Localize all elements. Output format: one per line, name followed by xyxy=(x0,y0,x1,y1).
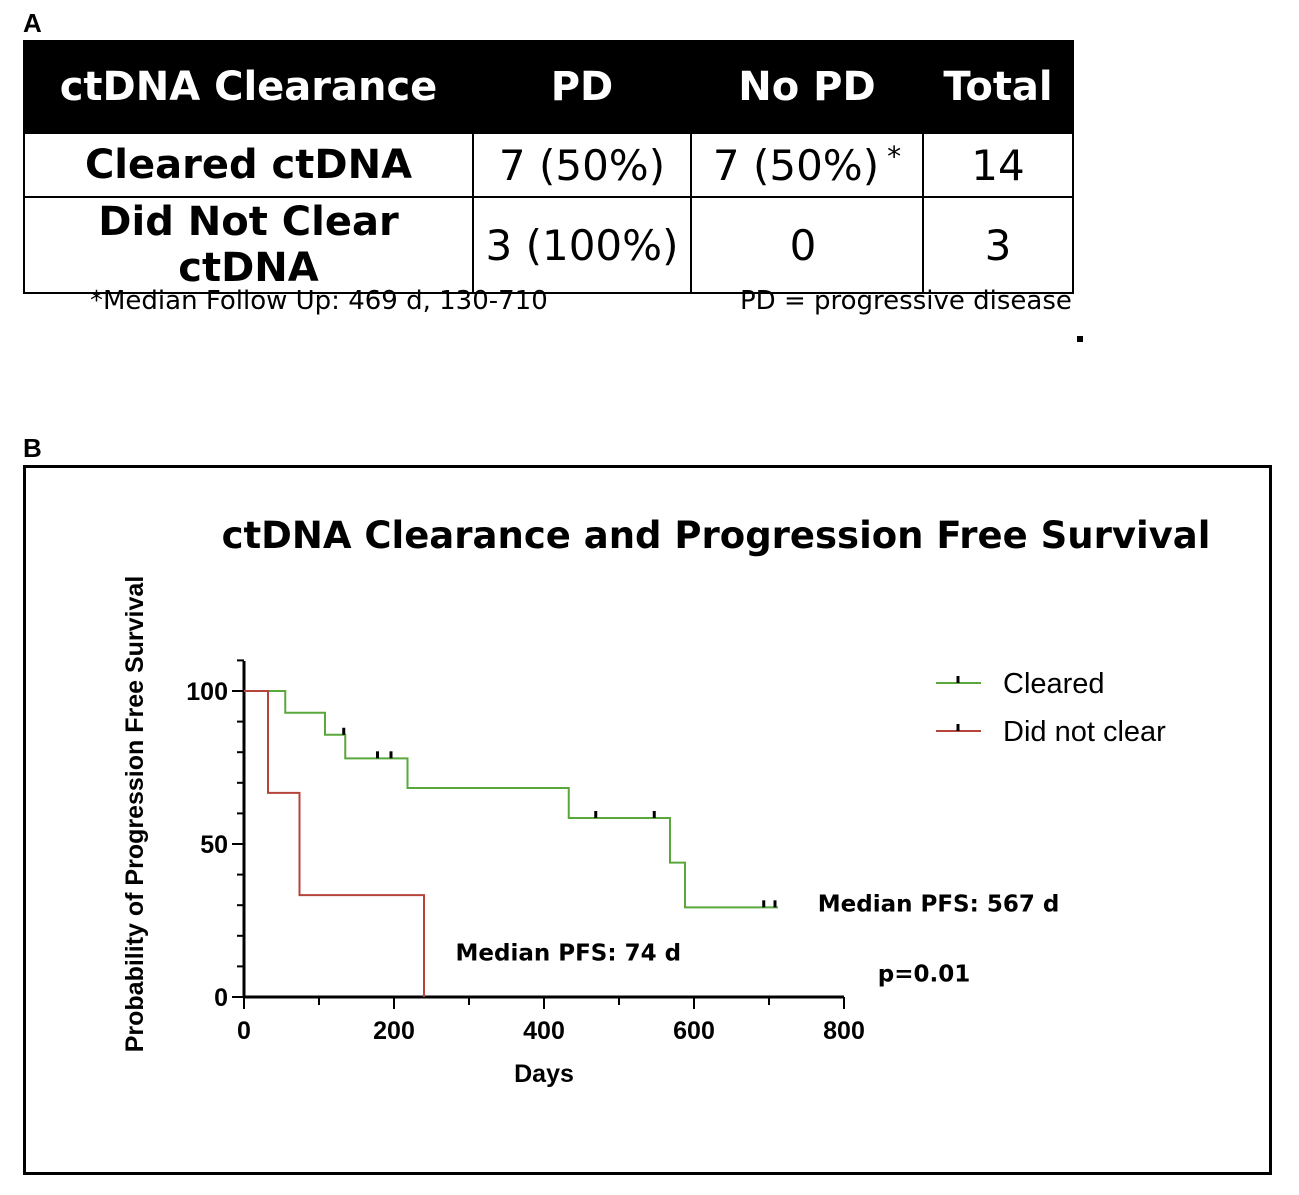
chart-frame: ctDNA Clearance and Progression Free Sur… xyxy=(23,465,1272,1175)
column-header: No PD xyxy=(690,40,924,134)
x-tick-label: 200 xyxy=(373,1017,415,1045)
panel-a-label: A xyxy=(23,8,42,38)
x-tick-label: 0 xyxy=(237,1017,251,1045)
series-cleared-line xyxy=(244,690,778,909)
chart-annotation: Median PFS: 567 d xyxy=(818,891,1060,917)
x-tick-label: 400 xyxy=(523,1017,565,1045)
row-group-label: Did Not Clear ctDNA xyxy=(23,196,474,294)
y-axis-title: Probability of Progression Free Survival xyxy=(121,576,149,1053)
legend-label: Cleared xyxy=(1003,668,1105,700)
no-pd-value: 7 (50%) xyxy=(712,140,880,190)
y-tick-label: 50 xyxy=(200,831,228,859)
table-row: Cleared ctDNA 7 (50%) 7 (50%) * 14 xyxy=(23,132,1074,198)
no-pd-cell: 0 xyxy=(690,196,924,294)
chart-annotation: Median PFS: 74 d xyxy=(456,940,682,966)
stray-dot xyxy=(1077,336,1083,342)
pd-cell: 7 (50%) xyxy=(472,132,692,198)
column-header: ctDNA Clearance xyxy=(23,40,474,134)
x-tick-label: 800 xyxy=(823,1017,865,1045)
footnote-marker: * xyxy=(887,139,902,173)
y-tick-label: 100 xyxy=(186,678,228,706)
km-chart: ctDNA Clearance and Progression Free Sur… xyxy=(121,514,1211,1088)
table-row: Did Not Clear ctDNA 3 (100%) 0 3 xyxy=(23,196,1074,294)
total-cell: 14 xyxy=(922,132,1074,198)
pd-cell: 3 (100%) xyxy=(472,196,692,294)
chart-title: ctDNA Clearance and Progression Free Sur… xyxy=(222,514,1211,557)
x-tick-label: 600 xyxy=(673,1017,715,1045)
x-axis-title: Days xyxy=(514,1060,574,1088)
legend-label: Did not clear xyxy=(1003,716,1166,748)
total-cell: 3 xyxy=(922,196,1074,294)
no-pd-value: 0 xyxy=(789,220,817,270)
y-tick-label: 0 xyxy=(214,984,228,1012)
follow-up-footnote: *Median Follow Up: 469 d, 130-710 xyxy=(90,286,548,316)
row-group-label: Cleared ctDNA xyxy=(23,132,474,198)
panel-b-label: B xyxy=(23,433,42,463)
no-pd-cell: 7 (50%) * xyxy=(690,132,924,198)
series-did-not-clear-line xyxy=(244,690,425,997)
column-header: PD xyxy=(472,40,692,134)
column-header: Total xyxy=(922,40,1074,134)
table-header-row: ctDNA Clearance PD No PD Total xyxy=(23,40,1074,134)
ctdna-clearance-table: ctDNA Clearance PD No PD Total Cleared c… xyxy=(23,40,1074,294)
chart-annotation: p=0.01 xyxy=(878,962,970,988)
abbreviation-note: PD = progressive disease xyxy=(740,286,1072,316)
